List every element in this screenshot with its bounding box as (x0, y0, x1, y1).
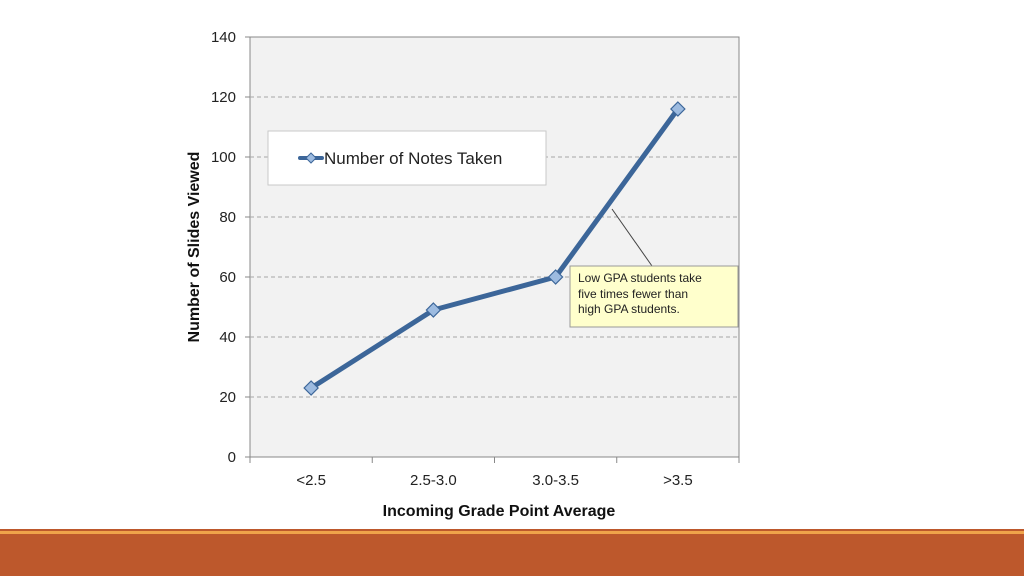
data-point-marker (303, 380, 319, 396)
y-axis-ticks: 0 20 40 60 80 100 120 140 (211, 29, 250, 466)
callout-line-2: five times fewer than (578, 287, 688, 301)
plot-area (249, 36, 740, 458)
x-axis-ticks: <2.5 2.5-3.0 3.0-3.5 >3.5 (249, 457, 740, 489)
y-tick-label: 120 (211, 89, 236, 106)
legend-marker-swatch (305, 152, 317, 164)
x-tick-label: 2.5-3.0 (410, 472, 457, 489)
y-tick-label: 80 (219, 209, 236, 226)
y-tick-label: 60 (219, 269, 236, 286)
y-tick-label: 100 (211, 149, 236, 166)
x-tick-label: <2.5 (296, 472, 326, 489)
x-tick-label: >3.5 (663, 472, 693, 489)
callout-box (569, 265, 739, 328)
legend-label: Number of Notes Taken (324, 149, 502, 168)
y-axis-title: Number of Slides Viewed (186, 152, 203, 343)
x-axis-title: Incoming Grade Point Average (383, 503, 616, 520)
y-tick-label: 140 (211, 29, 236, 46)
legend: Number of Notes Taken (267, 130, 547, 186)
data-point-marker (425, 302, 442, 318)
callout-leader-line (611, 208, 653, 267)
series-line (308, 106, 681, 391)
x-tick-label: 3.0-3.5 (532, 472, 579, 489)
footer-band (0, 529, 1024, 576)
callout-line-1: Low GPA students take (578, 271, 702, 285)
footer-accent-line (0, 531, 1024, 534)
series-layer (303, 101, 686, 396)
y-tick-label: 0 (228, 449, 236, 466)
data-point-marker (670, 101, 686, 117)
callout: Low GPA students take five times fewer t… (569, 208, 739, 328)
y-tick-label: 20 (219, 389, 236, 406)
y-tick-label: 40 (219, 329, 236, 346)
data-point-marker (547, 269, 564, 285)
callout-line-3: high GPA students. (578, 302, 680, 316)
